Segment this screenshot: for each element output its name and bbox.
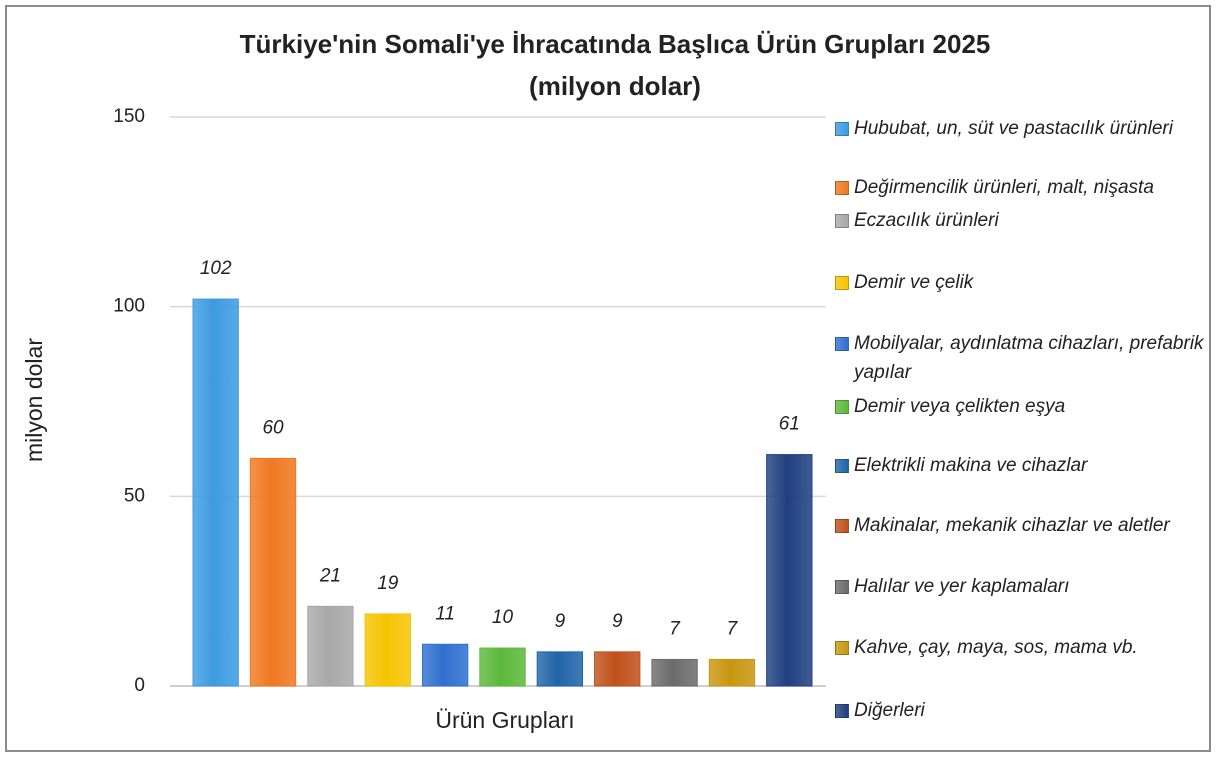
bar — [479, 647, 526, 687]
legend-label: Elektrikli makina ve cihazlar — [854, 455, 1088, 476]
legend-item: Elektrikli makina ve cihazlar — [835, 451, 1205, 480]
data-label: 10 — [492, 607, 514, 628]
legend-item: Halılar ve yer kaplamaları — [835, 572, 1205, 601]
bar — [651, 658, 698, 687]
legend-label: Halılar ve yer kaplamaları — [854, 576, 1070, 597]
legend-swatch — [835, 122, 849, 136]
bar — [307, 605, 354, 687]
y-tick-label: 50 — [124, 485, 145, 506]
legend-swatch — [835, 459, 849, 473]
legend-label: Makinalar, mekanik cihazlar ve aletler — [854, 515, 1170, 536]
chart-title: Türkiye'nin Somali'ye İhracatında Başlıc… — [240, 29, 991, 59]
legend-swatch — [835, 641, 849, 655]
y-tick-label: 100 — [113, 296, 145, 317]
legend-label: Değirmencilik ürünleri, malt, nişasta — [854, 177, 1154, 198]
legend-item: Eczacılık ürünleri — [835, 206, 1205, 235]
chart-subtitle: (milyon dolar) — [529, 71, 701, 101]
legend-swatch — [835, 181, 849, 195]
bar — [766, 454, 813, 687]
legend-swatch — [835, 704, 849, 718]
y-tick-label: 150 — [113, 106, 145, 127]
data-label: 9 — [612, 611, 623, 632]
bar — [536, 651, 584, 687]
legend-item: Demir ve çelik — [835, 268, 1205, 297]
legend-label: Demir veya çelikten eşya — [854, 396, 1066, 417]
legend-item: Değirmencilik ürünleri, malt, nişasta — [835, 173, 1205, 202]
legend-item: Hububat, un, süt ve pastacılık ürünleri — [835, 114, 1205, 143]
legend-label: Demir ve çelik — [854, 272, 974, 293]
legend-item: Mobilyalar, aydınlatma cihazları, prefab… — [835, 329, 1205, 387]
data-label: 9 — [555, 611, 566, 632]
legend-label: Kahve, çay, maya, sos, mama vb. — [854, 637, 1138, 658]
x-axis-title: Ürün Grupları — [435, 707, 574, 733]
y-axis-title: milyon dolar — [21, 338, 47, 462]
bar — [708, 658, 756, 687]
legend-swatch — [835, 400, 849, 414]
bar — [594, 651, 641, 687]
data-label: 102 — [200, 258, 232, 279]
legend-label: Eczacılık ürünleri — [854, 210, 999, 231]
legend-label: Hububat, un, süt ve pastacılık ürünleri — [854, 118, 1173, 139]
legend-swatch — [835, 214, 849, 228]
data-label: 7 — [727, 618, 739, 639]
data-label: 11 — [435, 603, 455, 624]
legend-label: Diğerleri — [854, 700, 925, 721]
legend-swatch — [835, 519, 849, 533]
bar — [249, 457, 297, 687]
legend-swatch — [835, 276, 849, 290]
legend-label: Mobilyalar, aydınlatma cihazları, prefab… — [854, 333, 1204, 383]
data-label: 21 — [319, 565, 341, 586]
bar — [364, 613, 411, 687]
data-label: 19 — [377, 573, 399, 594]
y-tick-label: 0 — [134, 675, 145, 696]
data-label: 7 — [669, 618, 681, 639]
bar — [421, 643, 469, 687]
data-label: 60 — [262, 417, 284, 438]
legend-swatch — [835, 580, 849, 594]
legend-swatch — [835, 337, 849, 351]
data-label: 61 — [779, 414, 800, 435]
legend-item: Makinalar, mekanik cihazlar ve aletler — [835, 511, 1205, 540]
legend-item: Diğerleri — [835, 696, 1205, 725]
legend-item: Kahve, çay, maya, sos, mama vb. — [835, 633, 1205, 662]
bar — [192, 298, 239, 687]
legend-item: Demir veya çelikten eşya — [835, 392, 1205, 421]
